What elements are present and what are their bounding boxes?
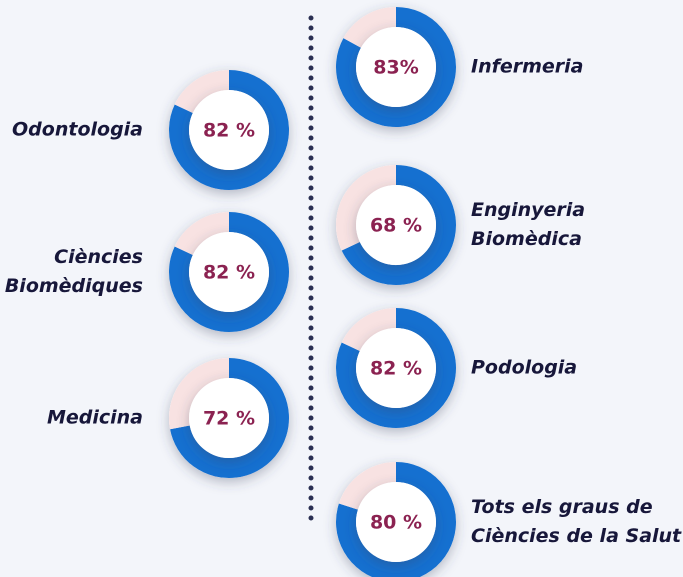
donut-segment [169,358,230,430]
value-label: 82 % [370,358,422,380]
value-label: 68 % [370,215,422,237]
donut-segment [336,462,456,577]
donut-segment [343,7,397,49]
donut-center [356,328,436,408]
chart-label: Medicina [47,407,143,429]
donut-segment [174,212,230,256]
donut-segment [341,308,397,352]
chart-label: Podologia [471,357,577,379]
donut-segment [336,7,456,127]
donut-center [356,185,436,265]
donut-center [189,90,269,170]
donut-segment [174,70,230,114]
donut-segment [338,462,397,511]
donut-center [356,482,436,562]
donut-segment [341,165,456,285]
donut-segment [170,358,289,478]
chart-label: Infermeria [471,56,584,78]
donut-segment [169,212,289,332]
chart-label: Enginyeria [471,199,585,221]
donut-center [356,27,436,107]
value-label: 80 % [370,512,422,534]
donut-center [189,378,269,458]
chart-label: Odontologia [12,119,143,141]
value-label: 72 % [203,408,255,430]
donut-segment [336,165,397,251]
donut-center [189,232,269,312]
chart-label: Biomèdiques [5,275,143,297]
donut-segment [169,70,289,190]
value-label: 82 % [203,120,255,142]
value-label: 83% [373,57,418,79]
donut-segment [336,308,456,428]
chart-label: Biomèdica [471,228,582,250]
chart-label: Ciències [54,246,143,268]
value-label: 82 % [203,262,255,284]
chart-label: Tots els graus de [471,496,653,518]
chart-label: Ciències de la Salut [471,525,682,547]
